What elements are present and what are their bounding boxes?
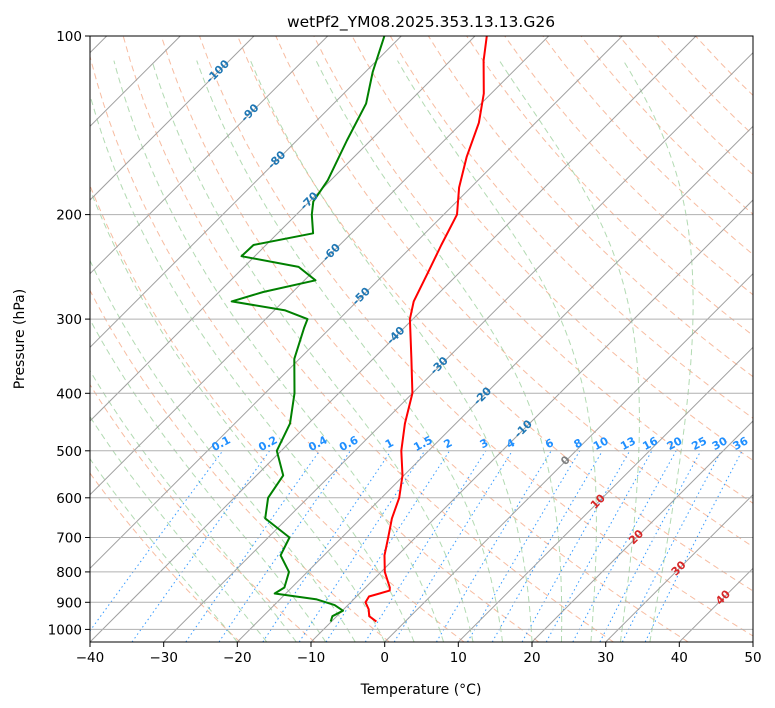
x-tick-label: 30	[597, 650, 614, 666]
isotherm-line	[90, 36, 402, 349]
moist-adiabat	[90, 318, 327, 642]
isotherm-line	[90, 36, 255, 201]
y-axis-title: Pressure (hPa)	[12, 289, 28, 389]
moist-adiabat	[250, 60, 533, 642]
pressure-grid	[90, 36, 753, 630]
mixing-ratio-label: 13	[618, 434, 638, 453]
chart-title: wetPf2_YM08.2025.353.13.13.G26	[287, 13, 555, 32]
mixing-ratio-line	[298, 450, 426, 642]
x-tick-label: 20	[523, 650, 540, 666]
y-tick-label: 500	[56, 444, 82, 460]
moist-adiabat	[90, 415, 268, 642]
mixing-ratio-label: 20	[665, 434, 685, 453]
dry-adiabat	[90, 472, 241, 642]
dry-adiabat	[275, 36, 753, 548]
x-tick-label: 50	[744, 650, 761, 666]
isotherm-line	[236, 125, 753, 642]
mixing-ratio-line	[599, 450, 702, 642]
mixing-ratio-label: 36	[731, 434, 751, 453]
x-tick-label: 0	[380, 650, 389, 666]
isotherm-line	[90, 36, 697, 642]
isotherm-line	[605, 493, 753, 642]
y-tick-label: 800	[56, 565, 82, 581]
dry-adiabat	[427, 36, 753, 378]
mixing-ratio-line	[467, 450, 581, 642]
isotherm-line	[457, 346, 753, 642]
x-tick-label: −10	[297, 650, 326, 666]
isotherm-line	[310, 199, 753, 642]
moist-adiabat	[498, 60, 640, 642]
moist-adiabat	[90, 259, 356, 642]
y-tick-label: 600	[56, 491, 82, 507]
moist-adiabat	[397, 60, 597, 642]
mixing-ratio-label: 10	[591, 434, 611, 453]
x-tick-label: −20	[223, 650, 252, 666]
moist-adiabat	[90, 457, 238, 642]
x-tick-label: 40	[671, 650, 688, 666]
dry-adiabat	[90, 383, 316, 642]
isotherm-line	[90, 36, 329, 275]
x-axis-title: Temperature (°C)	[360, 682, 482, 698]
moist-adiabat	[151, 60, 474, 642]
y-tick-label: 200	[56, 208, 82, 224]
isotherm-line	[90, 36, 623, 570]
moist-adiabat	[90, 93, 415, 642]
temperature-line	[364, 36, 488, 623]
dry-adiabat	[160, 36, 689, 642]
dry-adiabat	[90, 289, 390, 642]
dry-adiabat	[389, 36, 753, 419]
y-tick-label: 900	[56, 595, 82, 611]
dry-adiabat	[122, 36, 614, 642]
moist-adiabat	[90, 369, 297, 642]
mixing-ratio-line	[364, 450, 487, 642]
isotherm-line	[90, 36, 476, 422]
x-tick-label: −30	[149, 650, 178, 666]
mixing-ratio-line	[435, 450, 552, 642]
mixing-ratio-label: 16	[640, 434, 660, 453]
dry-adiabat	[90, 184, 465, 642]
y-tick-label: 400	[56, 386, 82, 402]
mixing-ratio-line	[325, 450, 451, 642]
isotherm-line	[90, 36, 550, 496]
mixing-ratio-line	[185, 450, 321, 642]
mixing-ratio-line	[218, 450, 351, 642]
moist-adiabat	[113, 60, 445, 642]
background-lines	[90, 36, 753, 642]
mixing-ratio-label: 25	[689, 434, 709, 453]
dewpoint-line	[230, 36, 386, 622]
moist-adiabat	[622, 60, 694, 642]
mixing-ratio-line	[262, 450, 392, 642]
isotherm-line	[163, 51, 753, 642]
y-tick-label: 100	[56, 29, 82, 45]
axis-ticks: −40 −30 −20 −10 0 10 20 30 40 50 1000 900 800 700 600 5…	[48, 29, 762, 666]
isotherm-line	[384, 272, 753, 642]
dry-adiabat	[351, 36, 753, 462]
moist-adiabat	[315, 60, 563, 642]
mixing-ratio-label: 30	[710, 434, 730, 453]
isotherm-line	[531, 420, 753, 642]
dry-adiabat	[90, 54, 540, 642]
y-tick-label: 700	[56, 531, 82, 547]
x-tick-label: 10	[450, 650, 467, 666]
profile-lines	[230, 36, 488, 623]
dry-adiabat	[466, 36, 753, 337]
y-tick-label: 300	[56, 312, 82, 328]
dry-adiabat	[313, 36, 753, 504]
dry-adiabat	[237, 36, 753, 592]
y-tick-label: 1000	[48, 622, 82, 638]
mixing-ratio-line	[572, 450, 677, 642]
dry-adiabat	[504, 36, 753, 296]
moist-adiabat	[196, 60, 503, 642]
moist-adiabat	[90, 188, 386, 642]
x-tick-label: −40	[76, 650, 105, 666]
plot-frame	[89, 35, 754, 643]
